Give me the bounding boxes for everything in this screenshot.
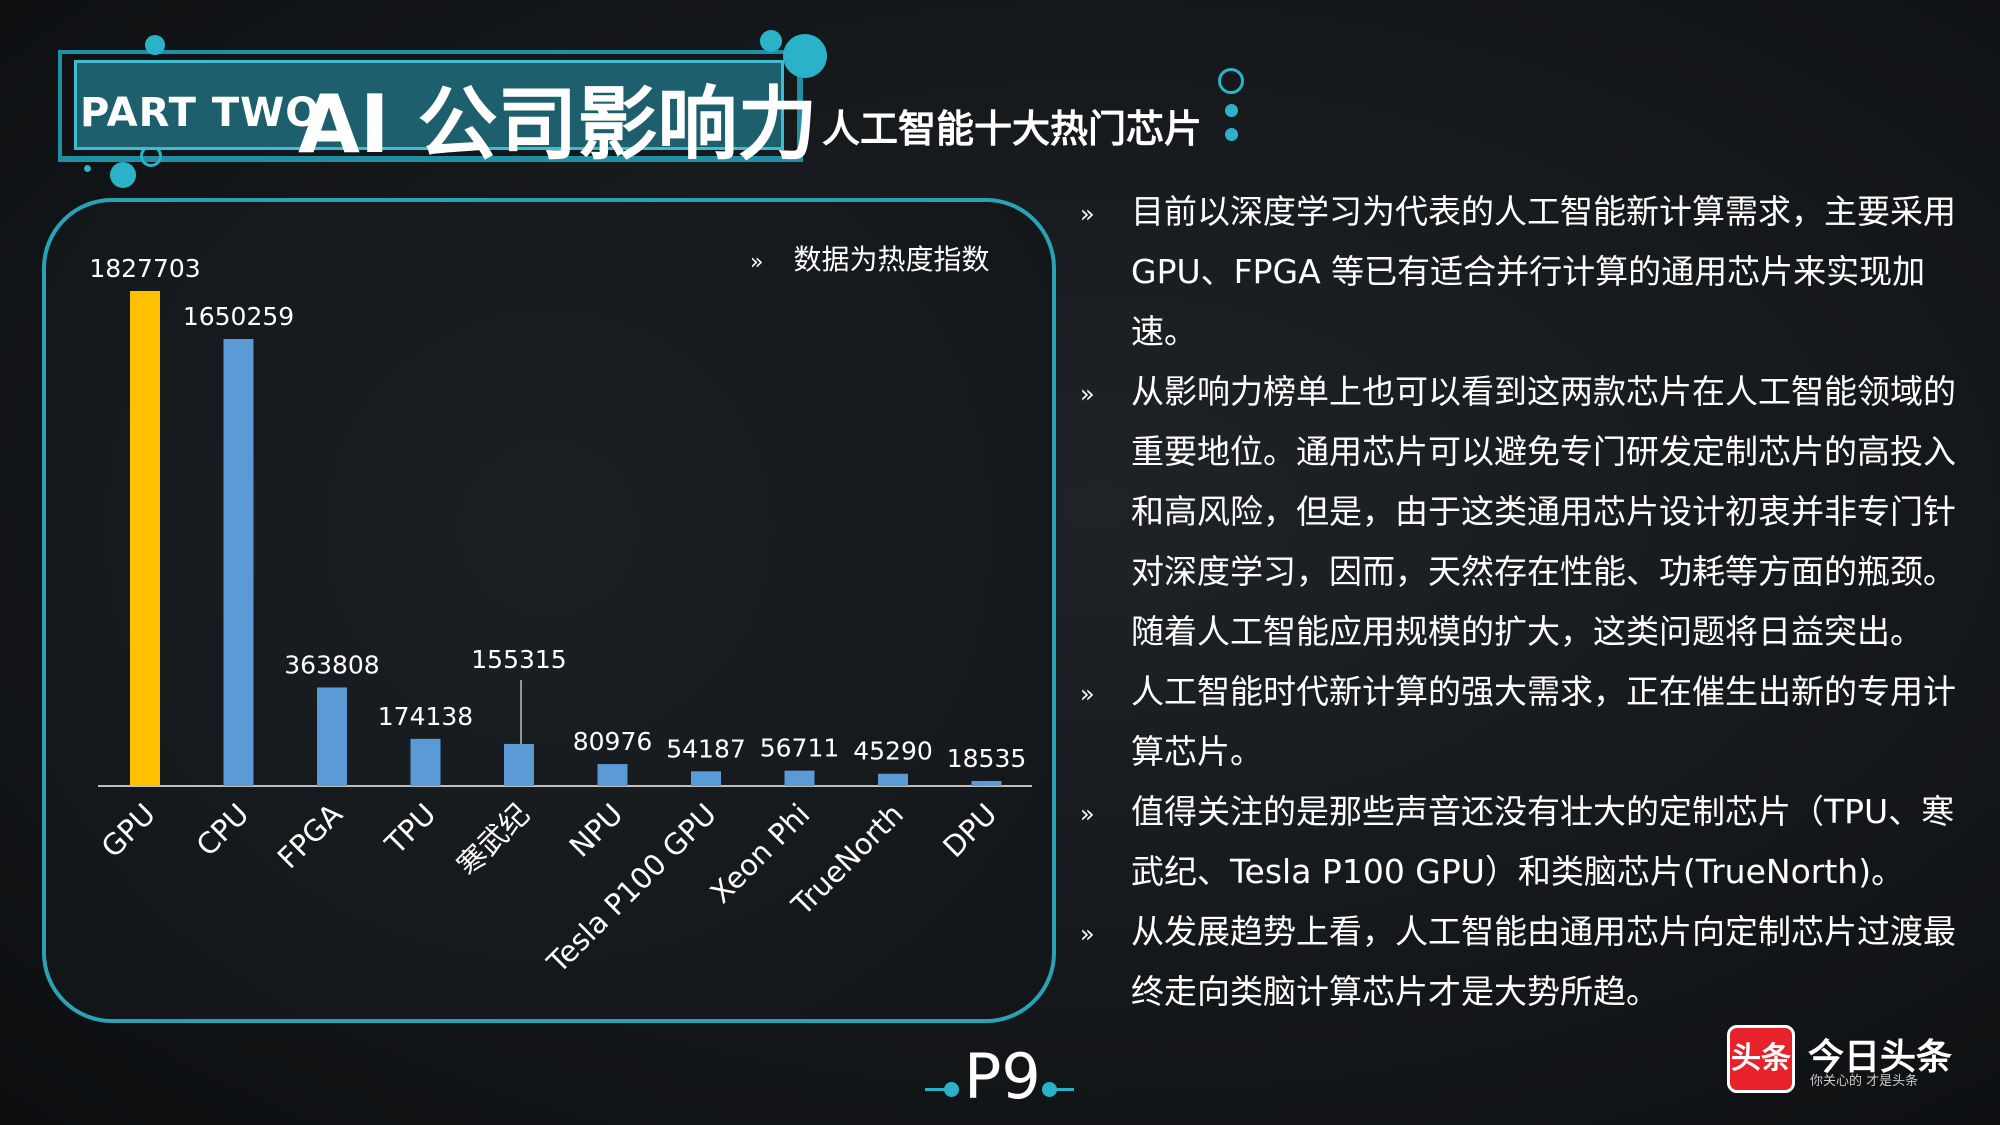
bullet-item: » 目前以深度学习为代表的人工智能新计算需求，主要采用GPU、FPGA 等已有适… bbox=[1080, 182, 1970, 362]
bar bbox=[691, 771, 721, 786]
decor-dot bbox=[84, 165, 91, 172]
data-label: 18535 bbox=[947, 744, 1027, 773]
bar bbox=[597, 764, 628, 786]
toutiao-logo-icon: 头条 bbox=[1727, 1025, 1795, 1093]
chevron-icon: » bbox=[1080, 800, 1095, 828]
chevron-icon: » bbox=[750, 250, 764, 275]
category-label: CPU bbox=[190, 797, 256, 863]
chart-panel bbox=[42, 198, 1056, 1023]
chevron-icon: » bbox=[1080, 200, 1095, 228]
page-number-line-right bbox=[1048, 1088, 1074, 1091]
category-label: DPU bbox=[936, 797, 1003, 864]
category-label: TPU bbox=[378, 797, 443, 862]
bullet-text: 从发展趋势上看，人工智能由通用芯片向定制芯片过渡最终走向类脑计算芯片才是大势所趋… bbox=[1131, 912, 1956, 1011]
bullet-item: » 值得关注的是那些声音还没有壮大的定制芯片（TPU、寒武纪、Tesla P10… bbox=[1080, 782, 1970, 902]
bar bbox=[410, 738, 441, 786]
bar bbox=[317, 687, 347, 786]
bullet-list: » 目前以深度学习为代表的人工智能新计算需求，主要采用GPU、FPGA 等已有适… bbox=[1080, 182, 1970, 1022]
title-box bbox=[74, 60, 784, 150]
bullet-text: 从影响力榜单上也可以看到这两款芯片在人工智能领域的重要地位。通用芯片可以避免专门… bbox=[1131, 372, 1956, 651]
data-label: 80976 bbox=[573, 727, 653, 756]
category-label: Tesla P100 GPU bbox=[540, 797, 723, 980]
decor-dot bbox=[1225, 104, 1238, 117]
bar bbox=[784, 770, 815, 786]
decor-dot bbox=[944, 1082, 959, 1097]
bar bbox=[223, 339, 254, 786]
bullet-text: 目前以深度学习为代表的人工智能新计算需求，主要采用GPU、FPGA 等已有适合并… bbox=[1131, 192, 1956, 351]
bullet-text: 值得关注的是那些声音还没有壮大的定制芯片（TPU、寒武纪、Tesla P100 … bbox=[1131, 792, 1955, 891]
data-label: 363808 bbox=[284, 650, 379, 679]
data-label: 56711 bbox=[760, 734, 840, 763]
part-label: PART TWO bbox=[80, 90, 321, 136]
logo-name: 今日头条 bbox=[1808, 1037, 1953, 1078]
data-label: 54187 bbox=[666, 734, 746, 763]
page-title: AI 公司影响力 bbox=[298, 78, 818, 171]
bullet-item: » 人工智能时代新计算的强大需求，正在催生出新的专用计算芯片。 bbox=[1080, 662, 1970, 782]
bar bbox=[130, 291, 160, 786]
decor-ring bbox=[1218, 68, 1244, 94]
bar bbox=[971, 780, 1002, 786]
chevron-icon: » bbox=[1080, 920, 1095, 948]
bullet-item: » 从发展趋势上看，人工智能由通用芯片向定制芯片过渡最终走向类脑计算芯片才是大势… bbox=[1080, 902, 1970, 1022]
page-subtitle: 人工智能十大热门芯片 bbox=[822, 107, 1203, 151]
category-label: NPU bbox=[563, 797, 630, 864]
chevron-icon: » bbox=[1080, 380, 1095, 408]
data-label: 174138 bbox=[378, 702, 473, 731]
decor-dot bbox=[110, 162, 136, 188]
page-number-line-left bbox=[925, 1088, 955, 1091]
bar bbox=[878, 773, 908, 786]
chart-note-text: 数据为热度指数 bbox=[793, 243, 990, 276]
category-label: 寒武纪 bbox=[450, 797, 536, 883]
page-number: P9 bbox=[964, 1040, 1041, 1113]
chart-note: » 数据为热度指数 bbox=[750, 238, 989, 278]
decor-dot bbox=[1225, 128, 1238, 141]
chevron-icon: » bbox=[1080, 680, 1095, 708]
decor-dot bbox=[783, 34, 827, 78]
logo-tagline: 你关心的 才是头条 bbox=[1810, 1074, 1919, 1089]
bullet-item: » 从影响力榜单上也可以看到这两款芯片在人工智能领域的重要地位。通用芯片可以避免… bbox=[1080, 362, 1970, 662]
category-label: GPU bbox=[95, 797, 162, 864]
decor-dot bbox=[760, 30, 782, 52]
bar bbox=[504, 743, 534, 786]
data-label: 45290 bbox=[853, 737, 933, 766]
bullet-text: 人工智能时代新计算的强大需求，正在催生出新的专用计算芯片。 bbox=[1131, 672, 1956, 771]
category-label: FPGA bbox=[271, 797, 349, 875]
data-label: 1827703 bbox=[89, 254, 200, 283]
decor-dot bbox=[145, 35, 165, 55]
data-label: 1650259 bbox=[183, 302, 294, 331]
title-frame bbox=[58, 50, 803, 162]
data-label: 155315 bbox=[471, 645, 566, 674]
